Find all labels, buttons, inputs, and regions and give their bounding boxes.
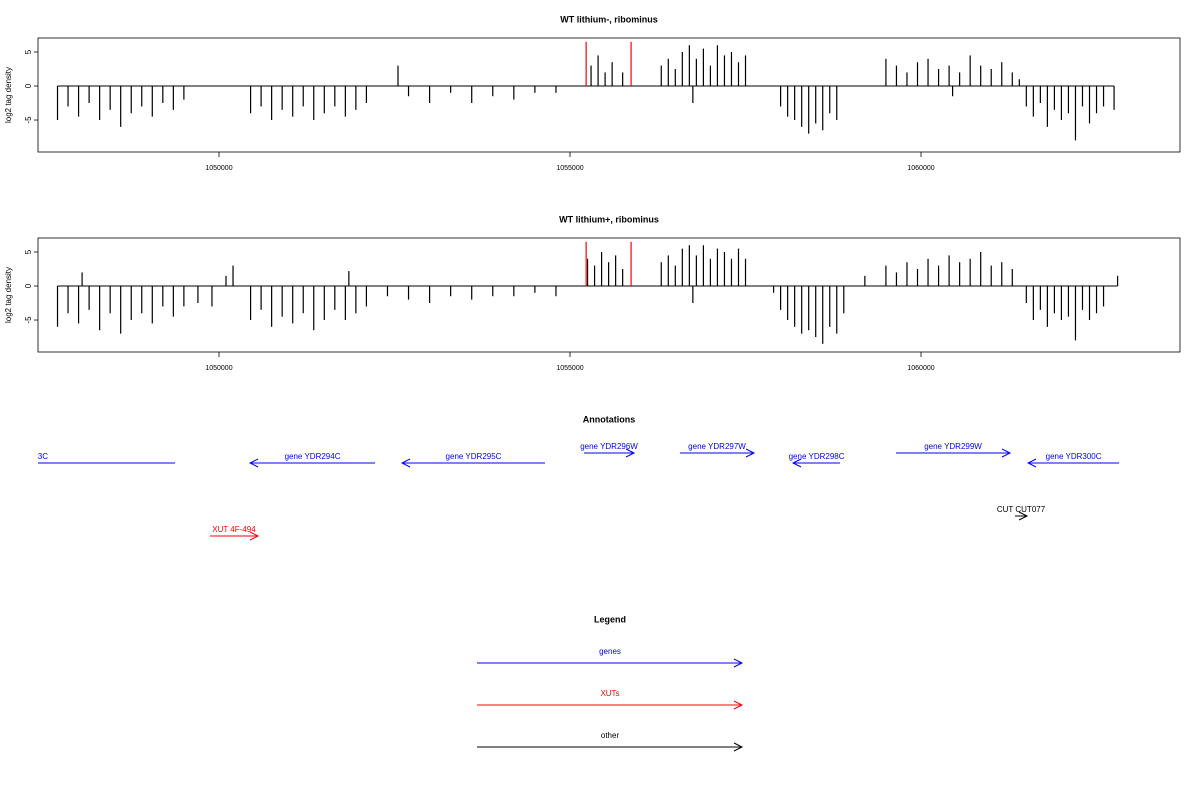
feature-label: gene YDR297W [688, 442, 746, 451]
feature-label: gene YDR298C [789, 452, 845, 461]
y-tick-label: 0 [24, 83, 33, 88]
plot-frame [37, 37, 1181, 153]
y-tick-label: 0 [24, 283, 33, 288]
feature-label: gene YDR299W [924, 442, 982, 451]
x-tick-label: 1055000 [556, 365, 583, 372]
x-tick-label: 1055000 [556, 165, 583, 172]
chart-title: WT lithium+, ribominus [559, 214, 659, 224]
feature-label: gene YDR295C [446, 452, 502, 461]
feature-arrow-head [248, 458, 259, 468]
x-tick-label: 1050000 [205, 365, 232, 372]
legend-label: genes [599, 647, 621, 656]
chart-title: WT lithium-, ribominus [560, 14, 658, 24]
x-tick-label: 1060000 [907, 365, 934, 372]
x-tick-label: 1060000 [907, 165, 934, 172]
annotations-title: Annotations [583, 414, 636, 424]
plot-frame [37, 237, 1181, 353]
feature-label: gene YDR296W [580, 442, 638, 451]
feature-label: XUT 4F-494 [212, 525, 256, 534]
feature-arrow-head [625, 448, 636, 458]
legend-arrow-head [733, 700, 744, 710]
x-tick-label: 1050000 [205, 165, 232, 172]
feature-arrow-head [249, 531, 260, 541]
annotation-track: gene YDR293C gene YDR294C gene YDR295C gene… [0, 442, 1120, 541]
feature-label: gene YDR293C [0, 452, 48, 461]
feature-arrow-head [1001, 448, 1012, 458]
feature-arrow-head [745, 448, 756, 458]
y-tick-label: -5 [24, 316, 33, 324]
feature-label: gene YDR294C [285, 452, 341, 461]
feature-arrow-head [400, 458, 411, 468]
legend-label: other [601, 731, 620, 740]
legend-label: XUTs [600, 689, 619, 698]
y-tick-label: 5 [24, 249, 33, 254]
feature-arrow-head [791, 458, 802, 468]
y-axis-label: log2 tag density [4, 67, 13, 123]
legend-arrow-head [733, 742, 744, 752]
feature-label: CUT CUT077 [997, 505, 1046, 514]
feature-arrow-head [1026, 458, 1037, 468]
feature-label: gene YDR300C [1046, 452, 1102, 461]
y-axis-label: log2 tag density [4, 267, 13, 323]
feature-arrow-head [1018, 511, 1029, 521]
y-tick-label: -5 [24, 116, 33, 124]
y-tick-label: 5 [24, 49, 33, 54]
legend-title: Legend [594, 614, 626, 624]
legend-arrow-head [733, 658, 744, 668]
